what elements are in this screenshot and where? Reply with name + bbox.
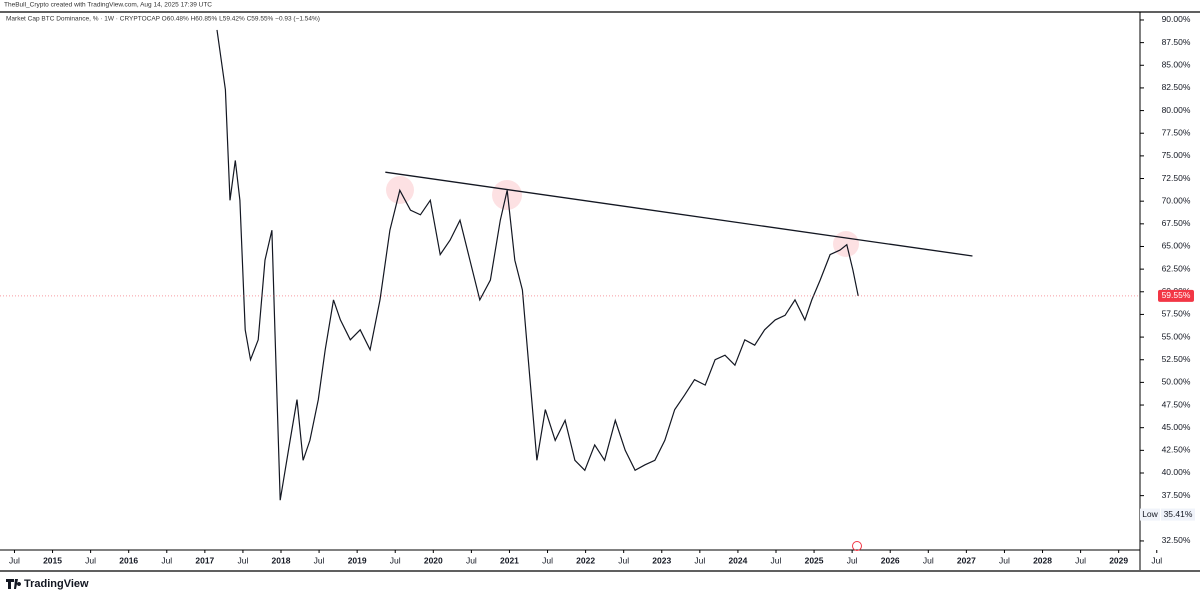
x-tick-label: 2027 — [957, 555, 976, 565]
logo-text: TradingView — [24, 578, 89, 590]
low-name: Low — [1142, 509, 1158, 519]
x-tick-label: 2020 — [424, 555, 443, 565]
x-tick-label: 2025 — [805, 555, 824, 565]
x-tick-label: 2019 — [348, 555, 367, 565]
last-price-label: 59.55% — [1162, 290, 1191, 300]
x-tick-label: Jul — [314, 555, 325, 565]
low-value-box — [1161, 508, 1195, 521]
x-tick-label: Jul — [999, 555, 1010, 565]
y-tick-label: 85.00% — [1162, 60, 1191, 70]
x-tick-label: 2029 — [1109, 555, 1128, 565]
x-tick-label: Jul — [618, 555, 629, 565]
legend-line: Market Cap BTC Dominance, % · 1W · CRYPT… — [6, 16, 320, 23]
x-tick-label: 2016 — [119, 555, 138, 565]
x-tick-label: Jul — [1075, 555, 1086, 565]
event-icon — [852, 541, 862, 551]
y-tick-label: 42.50% — [1162, 445, 1191, 455]
x-tick-label: 2018 — [272, 555, 291, 565]
y-tick-label: 82.50% — [1162, 82, 1191, 92]
x-tick-label: Jul — [9, 555, 20, 565]
logo: TradingView — [6, 578, 89, 590]
y-tick-label: 77.50% — [1162, 127, 1191, 137]
y-tick-label: 40.00% — [1162, 467, 1191, 477]
y-tick-label: 37.50% — [1162, 490, 1191, 500]
x-tick-label: Jul — [390, 555, 401, 565]
y-tick-label: 47.50% — [1162, 399, 1191, 409]
x-tick-label: Jul — [771, 555, 782, 565]
event-circle — [852, 541, 862, 551]
low-name-box — [1140, 508, 1160, 521]
x-tick-label: 2026 — [881, 555, 900, 565]
author-line: TheBull_Crypto created with TradingView.… — [4, 2, 212, 9]
x-tick-label: Jul — [237, 555, 248, 565]
x-tick-label: 2024 — [728, 555, 747, 565]
y-tick-label: 32.50% — [1162, 535, 1191, 545]
trendline — [385, 171, 973, 257]
y-tick-label: 75.00% — [1162, 150, 1191, 160]
y-tick-label: 87.50% — [1162, 37, 1191, 47]
x-tick-label: Jul — [847, 555, 858, 565]
x-tick-label: 2017 — [195, 555, 214, 565]
y-tick-label: 45.00% — [1162, 422, 1191, 432]
x-tick-label: 2021 — [500, 555, 519, 565]
x-tick-label: Jul — [694, 555, 705, 565]
peak-circle — [492, 180, 522, 210]
low-value-label: 35.41% — [1164, 509, 1193, 519]
last-price-tag — [1158, 289, 1194, 302]
x-tick-label: Jul — [161, 555, 172, 565]
y-tick-label: 67.50% — [1162, 218, 1191, 228]
y-tick-label: 62.50% — [1162, 263, 1191, 273]
y-tick-label: 70.00% — [1162, 195, 1191, 205]
x-tick-label: Jul — [1151, 555, 1162, 565]
x-tick-label: Jul — [85, 555, 96, 565]
y-tick-label: 57.50% — [1162, 309, 1191, 319]
x-tick-label: 2022 — [576, 555, 595, 565]
y-tick-label: 50.00% — [1162, 377, 1191, 387]
x-tick-label: Jul — [542, 555, 553, 565]
y-tick-label: 65.00% — [1162, 241, 1191, 251]
y-tick-label: 52.50% — [1162, 354, 1191, 364]
y-tick-label: 90.00% — [1162, 14, 1191, 24]
x-tick-label: 2023 — [652, 555, 671, 565]
x-tick-label: 2015 — [43, 555, 62, 565]
y-tick-label: 72.50% — [1162, 173, 1191, 183]
x-tick-label: 2028 — [1033, 555, 1052, 565]
peak-circle — [833, 231, 859, 257]
logo-mark — [6, 579, 22, 589]
y-tick-label: 80.00% — [1162, 105, 1191, 115]
x-tick-label: Jul — [923, 555, 934, 565]
x-tick-label: Jul — [466, 555, 477, 565]
y-tick-label: 55.00% — [1162, 331, 1191, 341]
price-line — [216, 29, 859, 501]
